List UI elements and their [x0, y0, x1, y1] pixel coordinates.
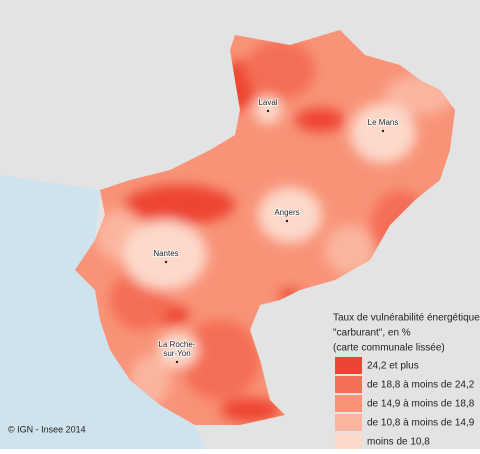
city-label: Nantes	[153, 249, 178, 258]
legend-swatch	[335, 357, 362, 374]
sea	[0, 175, 205, 449]
legend-label: de 14,9 à moins de 18,8	[367, 399, 475, 410]
city-label: Angers	[274, 208, 299, 217]
credit: © IGN - Insee 2014	[8, 424, 86, 434]
city-dot	[381, 129, 385, 133]
legend-swatch	[335, 376, 362, 393]
legend-title: Taux de vulnérabilité énergétique	[333, 313, 480, 324]
legend-swatch	[335, 414, 362, 431]
legend-label: 24,2 et plus	[367, 361, 419, 372]
city-label: sur-Yon	[163, 349, 190, 358]
city-label: Le Mans	[368, 118, 399, 127]
legend-label: de 18,8 à moins de 24,2	[367, 380, 475, 391]
city-label: Laval	[258, 98, 277, 107]
city-dot	[285, 219, 289, 223]
legend-title: (carte communale lissée)	[333, 343, 445, 354]
city-dot	[164, 260, 168, 264]
legend-label: moins de 10,8	[367, 437, 430, 448]
legend-swatch	[335, 395, 362, 412]
legend-label: de 10,8 à moins de 14,9	[367, 418, 475, 429]
legend-title: "carburant", en %	[333, 328, 411, 339]
legend-swatch	[335, 433, 362, 450]
city-dot	[175, 360, 179, 364]
city-dot	[266, 109, 270, 113]
city-label: La Roche-	[159, 340, 196, 349]
